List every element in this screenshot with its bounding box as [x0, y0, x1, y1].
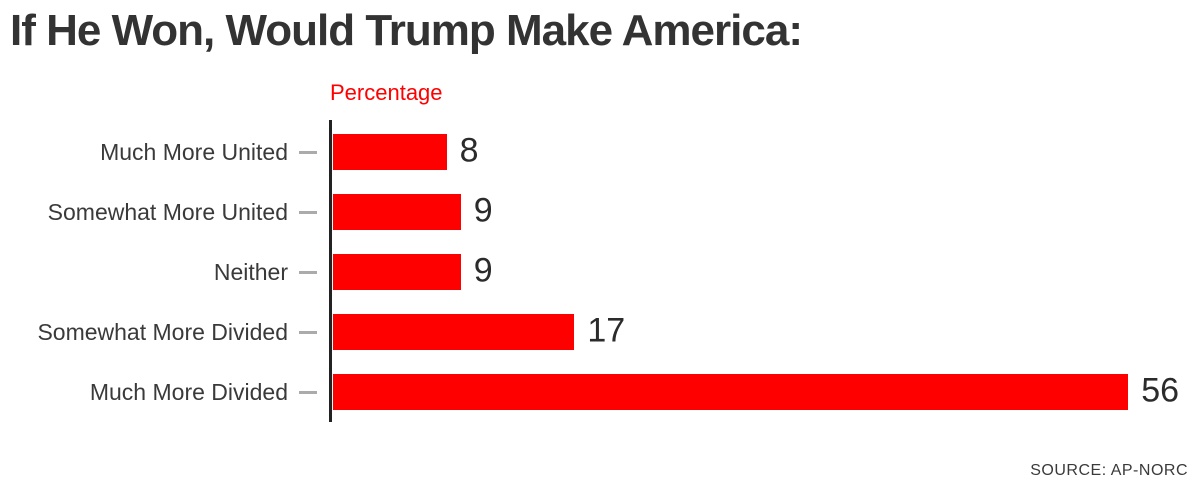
value-label: 9 — [473, 191, 493, 230]
value-label: 8 — [459, 131, 479, 170]
source-note: SOURCE: AP-NORC — [1030, 462, 1188, 479]
bar-row: Somewhat More Divided 17 — [0, 311, 1200, 350]
bar — [333, 254, 461, 290]
tick-mark — [299, 270, 317, 274]
value-label: 56 — [1141, 371, 1180, 410]
y-axis-line — [329, 120, 332, 422]
tick-mark — [299, 210, 317, 214]
bar-row: Neither 9 — [0, 251, 1200, 290]
category-label: Somewhat More United — [47, 199, 288, 225]
bar — [333, 374, 1129, 410]
bar-row: Somewhat More United 9 — [0, 191, 1200, 230]
tick-mark — [299, 150, 317, 154]
category-label: Neither — [213, 259, 288, 285]
value-label: 9 — [473, 251, 493, 290]
bar-row: Much More United 8 — [0, 131, 1200, 170]
category-label: Somewhat More Divided — [37, 319, 288, 345]
category-label: Much More United — [100, 139, 288, 165]
x-axis-title: Percentage — [330, 80, 443, 105]
bar — [333, 194, 461, 230]
bar — [333, 314, 575, 350]
bar — [333, 134, 447, 170]
category-label: Much More Divided — [89, 379, 288, 405]
value-label: 17 — [587, 311, 626, 350]
chart-title: If He Won, Would Trump Make America: — [10, 6, 803, 55]
bar-row: Much More Divided 56 — [0, 371, 1200, 410]
tick-mark — [299, 330, 317, 334]
tick-mark — [299, 390, 317, 394]
